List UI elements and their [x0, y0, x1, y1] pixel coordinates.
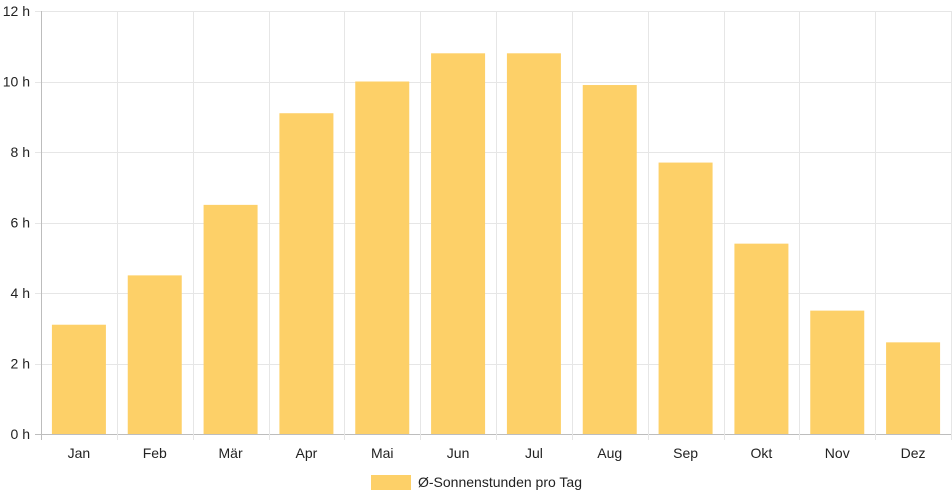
x-tick-label: Nov	[825, 445, 850, 461]
x-tick-label: Apr	[296, 445, 318, 461]
y-tick-label: 12 h	[3, 3, 30, 19]
grid-lines	[35, 11, 952, 440]
legend-swatch[interactable]	[371, 475, 411, 490]
bar-sep[interactable]	[658, 162, 713, 434]
bar-mai[interactable]	[355, 81, 410, 435]
x-tick-label: Feb	[143, 445, 167, 461]
y-axis: 0 h 2 h 4 h 6 h 8 h 10 h 12 h	[3, 3, 30, 442]
y-tick-label: 6 h	[11, 215, 30, 231]
x-tick-label: Jun	[447, 445, 470, 461]
x-tick-label: Jan	[68, 445, 91, 461]
bar-dez[interactable]	[886, 342, 941, 434]
legend-label[interactable]: Ø-Sonnenstunden pro Tag	[418, 474, 582, 490]
x-axis: Jan Feb Mär Apr Mai Jun Jul Aug Sep Okt Nov Dez	[68, 445, 926, 461]
bars	[51, 53, 941, 435]
y-tick-label: 0 h	[11, 426, 30, 442]
bar-jan[interactable]	[51, 324, 106, 434]
bar-mär[interactable]	[203, 204, 258, 434]
bar-aug[interactable]	[582, 85, 637, 435]
x-tick-label: Okt	[751, 445, 773, 461]
bar-nov[interactable]	[810, 310, 865, 434]
x-tick-label: Dez	[901, 445, 926, 461]
y-tick-label: 8 h	[11, 144, 30, 160]
x-tick-label: Mai	[371, 445, 394, 461]
y-tick-label: 4 h	[11, 285, 30, 301]
bar-apr[interactable]	[279, 113, 334, 434]
bar-okt[interactable]	[734, 243, 789, 434]
legend[interactable]: Ø-Sonnenstunden pro Tag	[371, 474, 582, 490]
bar-feb[interactable]	[127, 275, 182, 434]
x-tick-label: Mär	[219, 445, 243, 461]
x-tick-label: Sep	[673, 445, 698, 461]
y-tick-label: 2 h	[11, 356, 30, 372]
x-tick-label: Jul	[525, 445, 543, 461]
bar-jun[interactable]	[431, 53, 486, 435]
x-tick-label: Aug	[597, 445, 622, 461]
bar-jul[interactable]	[506, 53, 561, 435]
y-tick-label: 10 h	[3, 74, 30, 90]
